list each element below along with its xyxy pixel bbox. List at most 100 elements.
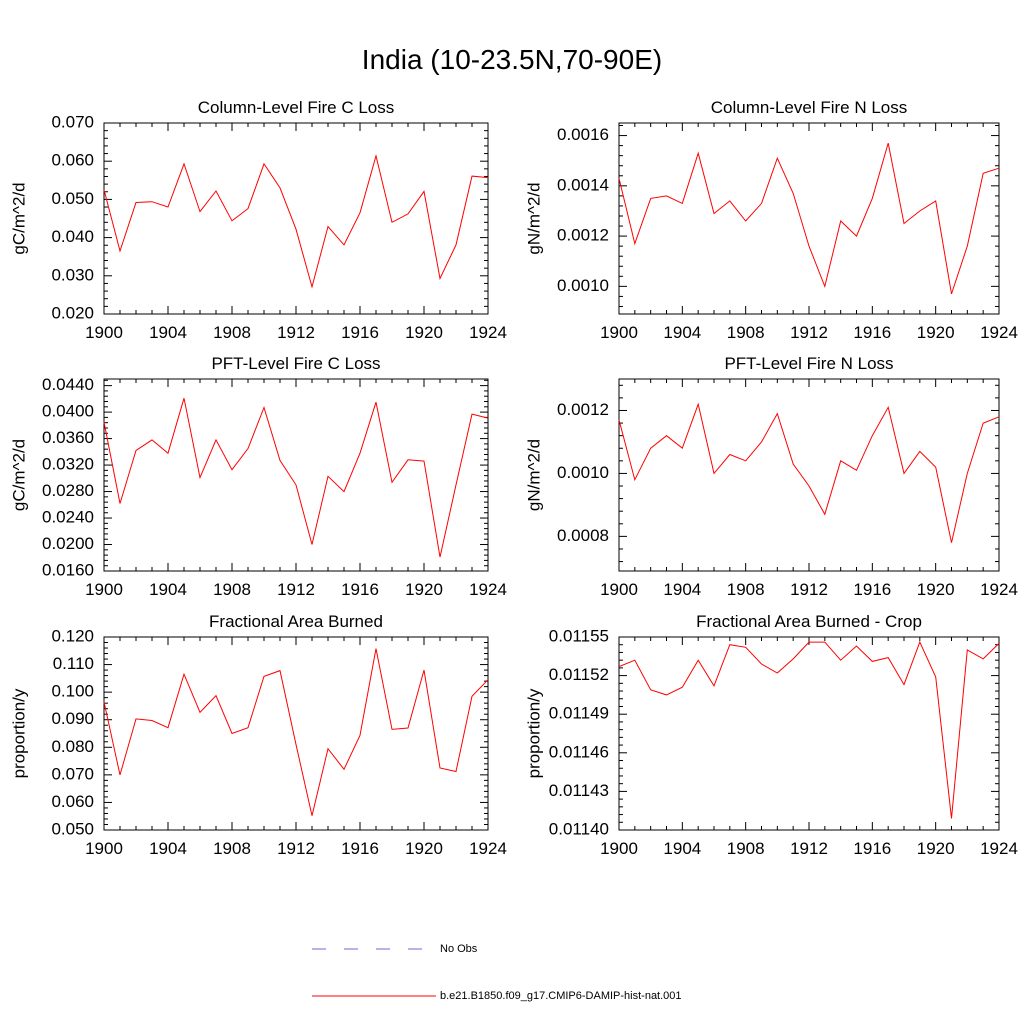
x-tick-label: 1908 [727, 839, 765, 858]
y-tick-label: 0.120 [51, 626, 94, 645]
x-tick-label: 1908 [727, 580, 765, 599]
y-tick-label: 0.110 [53, 654, 94, 673]
x-tick-label: 1900 [600, 323, 638, 342]
y-tick-label: 0.100 [51, 682, 94, 701]
panel-title: Fractional Area Burned [209, 612, 383, 631]
x-tick-label: 1900 [85, 580, 123, 599]
page-title: India (10-23.5N,70-90E) [361, 44, 663, 75]
x-tick-label: 1916 [341, 839, 379, 858]
panel-title: Fractional Area Burned - Crop [696, 612, 922, 631]
x-tick-label: 1904 [663, 839, 701, 858]
y-tick-label: 0.0016 [557, 125, 609, 144]
x-tick-label: 1904 [663, 323, 701, 342]
x-tick-label: 1900 [85, 839, 123, 858]
plot-frame [618, 122, 1000, 315]
y-tick-label: 0.040 [51, 227, 94, 246]
y-tick-label: 0.0280 [42, 481, 94, 500]
y-tick-label: 0.01152 [549, 665, 609, 684]
x-tick-label: 1904 [149, 839, 187, 858]
x-tick-label: 1904 [663, 580, 701, 599]
y-tick-label: 0.030 [51, 265, 94, 284]
x-tick-label: 1908 [213, 839, 251, 858]
y-tick-label: 0.0200 [42, 534, 94, 553]
y-tick-label: 0.070 [51, 764, 94, 783]
y-tick-label: 0.060 [51, 792, 94, 811]
x-tick-label: 1920 [405, 839, 443, 858]
x-tick-label: 1904 [149, 580, 187, 599]
x-tick-label: 1908 [213, 323, 251, 342]
x-tick-label: 1916 [853, 580, 891, 599]
x-tick-label: 1904 [149, 323, 187, 342]
x-tick-label: 1900 [85, 323, 123, 342]
y-axis-label: gN/m^2/d [524, 439, 543, 511]
plot-frame [103, 378, 489, 572]
series-line [618, 640, 1000, 819]
x-tick-label: 1924 [469, 839, 507, 858]
y-tick-label: 0.0440 [42, 375, 94, 394]
series-line [618, 142, 1000, 295]
x-tick-label: 1920 [405, 580, 443, 599]
x-tick-label: 1912 [277, 839, 315, 858]
y-tick-label: 0.0160 [42, 560, 94, 579]
y-tick-label: 0.01140 [549, 819, 609, 838]
y-tick-label: 0.0014 [557, 175, 609, 194]
series-line [103, 648, 489, 816]
x-tick-label: 1924 [980, 839, 1018, 858]
y-tick-label: 0.070 [51, 112, 94, 131]
y-tick-label: 0.0008 [557, 526, 609, 545]
x-tick-label: 1912 [790, 839, 828, 858]
plot-frame [618, 378, 1000, 572]
legend-obs-label: No Obs [440, 943, 478, 955]
series-line [103, 153, 489, 289]
y-tick-label: 0.0010 [557, 463, 609, 482]
x-tick-label: 1900 [600, 839, 638, 858]
y-tick-label: 0.0360 [42, 428, 94, 447]
y-axis-label: gC/m^2/d [9, 182, 28, 254]
panel-title: Column-Level Fire C Loss [198, 98, 395, 117]
y-tick-label: 0.080 [51, 737, 94, 756]
x-tick-label: 1924 [469, 580, 507, 599]
panel-title: PFT-Level Fire N Loss [724, 354, 893, 373]
x-tick-label: 1908 [727, 323, 765, 342]
y-tick-label: 0.050 [51, 819, 94, 838]
x-tick-label: 1916 [341, 580, 379, 599]
x-tick-label: 1912 [277, 323, 315, 342]
x-tick-label: 1912 [277, 580, 315, 599]
x-tick-label: 1924 [980, 323, 1018, 342]
y-tick-label: 0.01149 [549, 704, 609, 723]
x-tick-label: 1916 [853, 839, 891, 858]
y-tick-label: 0.0012 [557, 400, 609, 419]
plot-frame [103, 636, 489, 831]
y-axis-label: proportion/y [9, 688, 28, 778]
y-axis-label: gN/m^2/d [524, 182, 543, 254]
legend-model-label: b.e21.B1850.f09_g17.CMIP6-DAMIP-hist-nat… [440, 990, 682, 1002]
y-tick-label: 0.0010 [557, 276, 609, 295]
x-tick-label: 1912 [790, 580, 828, 599]
x-tick-label: 1908 [213, 580, 251, 599]
plot-frame [103, 122, 489, 315]
x-tick-label: 1920 [405, 323, 443, 342]
x-tick-label: 1924 [980, 580, 1018, 599]
y-axis-label: proportion/y [524, 688, 543, 778]
panel-title: Column-Level Fire N Loss [711, 98, 908, 117]
series-line [103, 398, 489, 558]
x-tick-label: 1920 [917, 323, 955, 342]
series-line [618, 402, 1000, 543]
y-tick-label: 0.090 [51, 709, 94, 728]
x-tick-label: 1920 [917, 580, 955, 599]
y-tick-label: 0.0320 [42, 455, 94, 474]
y-tick-label: 0.01143 [549, 781, 609, 800]
x-tick-label: 1916 [341, 323, 379, 342]
y-axis-label: gC/m^2/d [9, 439, 28, 511]
panel-title: PFT-Level Fire C Loss [211, 354, 380, 373]
x-tick-label: 1920 [917, 839, 955, 858]
x-tick-label: 1900 [600, 580, 638, 599]
y-tick-label: 0.020 [51, 303, 94, 322]
x-tick-label: 1924 [469, 323, 507, 342]
x-tick-label: 1912 [790, 323, 828, 342]
y-tick-label: 0.0400 [42, 402, 94, 421]
y-tick-label: 0.01146 [549, 742, 609, 761]
y-tick-label: 0.060 [51, 151, 94, 170]
y-tick-label: 0.0012 [557, 226, 609, 245]
